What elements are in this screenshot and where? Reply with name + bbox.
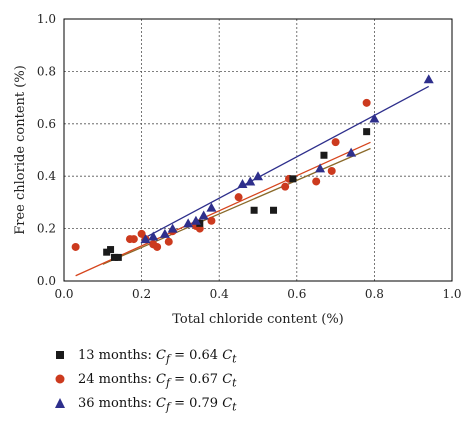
fit-lines (75, 85, 430, 277)
y-tick-label: 0.6 (37, 117, 56, 131)
data-point-24-months (234, 193, 243, 202)
data-point-36-months (237, 179, 248, 189)
data-point-36-months (253, 171, 263, 181)
data-point-13-months (250, 206, 258, 214)
x-tick-label: 0.6 (287, 287, 306, 301)
data-point-13-months (320, 151, 328, 159)
legend-rhs: C (222, 372, 233, 387)
y-tick-label: 0.4 (37, 169, 56, 183)
data-point-36-months (159, 228, 170, 238)
legend-prefix: 13 months: (78, 348, 156, 363)
data-point-24-months (207, 216, 216, 225)
legend-prefix: 36 months: (78, 396, 156, 411)
fit-line-13-months (102, 147, 371, 265)
legend-label: 13 months: Cf = 0.64 Ct (78, 346, 237, 370)
triangle-marker-icon (55, 398, 65, 408)
y-axis-title: Free chloride content (%) (13, 65, 28, 235)
x-tick-label: 0.0 (54, 287, 73, 301)
x-tick-label: 0.8 (365, 287, 384, 301)
scatter-chart: 0.0 0.2 0.4 0.6 0.8 1.0 0.0 0.2 0.4 0.6 0.8 1.0 Tot… (13, 12, 462, 327)
data-point-36-months (148, 231, 159, 241)
data-point-13-months (289, 175, 297, 183)
circle-marker-icon (55, 374, 65, 384)
plot-frame (63, 18, 453, 282)
data-point-36-months (167, 223, 178, 233)
legend-lhs: C (155, 372, 166, 387)
data-point-36-months (198, 210, 209, 220)
data-point-24-months (331, 138, 340, 147)
y-tick-label: 0.8 (37, 64, 56, 78)
legend-eq: = 0.67 (169, 372, 219, 387)
data-point-24-months (281, 182, 290, 191)
data-point-36-months (206, 202, 217, 212)
data-point-36-months (190, 215, 201, 225)
data-point-36-months (346, 147, 357, 157)
data-point-36-months (315, 163, 326, 173)
legend-rhs-sub: t (232, 400, 237, 414)
data-point-24-months (312, 177, 321, 186)
legend-eq: = 0.64 (169, 348, 219, 363)
plot-area-background (64, 19, 452, 281)
data-point-13-months (103, 248, 111, 256)
data-point-24-months (71, 242, 80, 251)
data-point-13-months (107, 246, 115, 254)
fit-line-36-months (141, 85, 430, 241)
data-point-36-months (369, 113, 380, 123)
legend-lhs-sub: f (165, 352, 170, 366)
y-tick-label: 0.0 (37, 274, 56, 288)
legend-rhs: C (222, 396, 233, 411)
x-tick-label: 0.4 (210, 287, 229, 301)
x-tick-label: 0.2 (132, 287, 151, 301)
x-axis-title: Total chloride content (%) (172, 312, 344, 327)
data-point-24-months (327, 166, 336, 175)
data-point-13-months (114, 253, 122, 261)
legend-rhs-sub: t (232, 376, 237, 390)
data-point-24-months (164, 237, 173, 246)
fit-line-24-months (75, 141, 371, 277)
legend-lhs: C (155, 396, 166, 411)
legend-label: 36 months: Cf = 0.79 Ct (78, 394, 237, 418)
legend-label: 24 months: Cf = 0.67 Ct (78, 370, 237, 394)
data-point-24-months (362, 98, 371, 107)
data-point-24-months (153, 242, 162, 251)
data-point-13-months (270, 206, 278, 214)
legend-eq: = 0.79 (169, 396, 219, 411)
y-tick-label: 0.2 (37, 222, 56, 236)
data-point-36-months (183, 218, 194, 228)
legend-prefix: 24 months: (78, 372, 156, 387)
data-point-13-months (363, 128, 371, 136)
data-point-36-months (140, 234, 151, 244)
legend-rhs: C (222, 348, 233, 363)
square-marker-icon (56, 351, 64, 359)
legend-lhs-sub: f (165, 400, 170, 414)
legend-lhs: C (155, 348, 166, 363)
y-tick-label: 1.0 (37, 12, 56, 26)
data-point-36-months (245, 176, 256, 186)
legend-rhs-sub: t (232, 352, 237, 366)
tick-labels: 0.0 0.2 0.4 0.6 0.8 1.0 0.0 0.2 0.4 0.6 0.8 1.0 (37, 12, 462, 301)
data-points (71, 74, 434, 261)
x-tick-label: 1.0 (442, 287, 461, 301)
legend-lhs-sub: f (165, 376, 170, 390)
data-point-13-months (110, 253, 118, 261)
data-point-24-months (129, 235, 138, 244)
data-point-36-months (423, 74, 434, 84)
